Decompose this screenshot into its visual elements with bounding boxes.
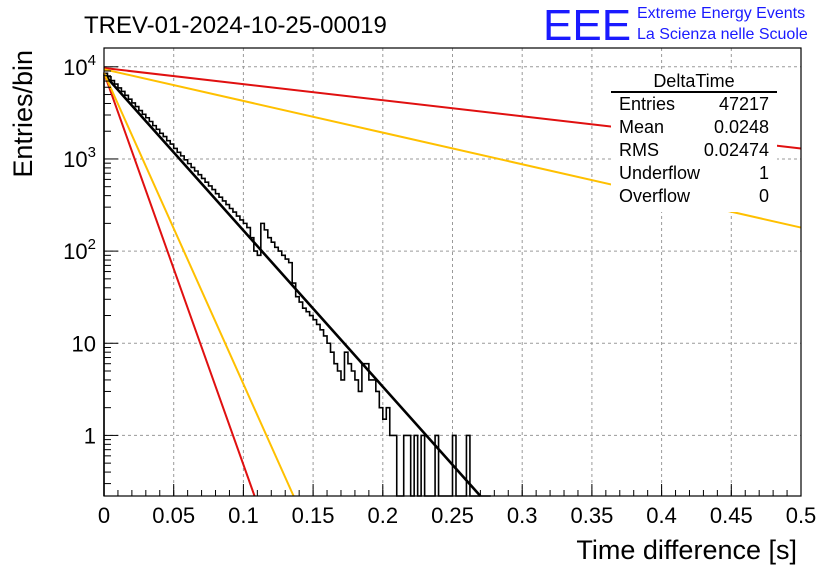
y-tick-label: 103 — [63, 144, 96, 172]
stats-row-label: Mean — [619, 117, 664, 137]
logo-line-1: Extreme Energy Events — [637, 5, 805, 22]
x-tick-label: 0.35 — [570, 503, 613, 528]
y-axis-title: Entries/bin — [8, 50, 38, 178]
y-tick-label: 10 — [72, 331, 96, 356]
stats-box-title: DeltaTime — [653, 71, 734, 91]
y-axis-ticks: 1 10 102 103 104 — [63, 52, 118, 485]
x-tick-label: 0.2 — [368, 503, 399, 528]
stats-row-value: 0 — [759, 186, 769, 206]
stats-box-background — [611, 70, 777, 212]
x-tick-label: 0.15 — [292, 503, 335, 528]
x-tick-label: 0.25 — [431, 503, 474, 528]
stats-box: DeltaTime Entries 47217 Mean 0.0248 RMS 0.024… — [611, 70, 777, 212]
fit-line-1 — [103, 72, 256, 497]
stats-row-value: 0.02474 — [704, 140, 769, 160]
logo-line-2: La Scienza nelle Scuole — [637, 26, 808, 43]
eee-logo: EEE Extreme Energy Events La Scienza nel… — [543, 1, 808, 50]
fit-line-0 — [103, 73, 482, 497]
x-tick-label: 0.4 — [646, 503, 677, 528]
histogram-outline — [103, 72, 491, 497]
stats-row-value: 1 — [759, 163, 769, 183]
x-tick-label: 0.05 — [152, 503, 195, 528]
x-tick-label: 0.3 — [507, 503, 538, 528]
x-tick-label: 0 — [98, 503, 110, 528]
histogram — [103, 72, 491, 497]
stats-row-value: 47217 — [719, 94, 769, 114]
x-axis-ticks: 0 0.05 0.1 0.15 0.2 0.25 0.3 0.35 0.4 0.45 0.5 — [98, 484, 816, 528]
y-tick-label: 102 — [63, 236, 96, 264]
x-tick-label: 0.45 — [710, 503, 753, 528]
stats-row-label: Overflow — [619, 186, 691, 206]
y-tick-label: 1 — [84, 423, 96, 448]
y-tick-label: 104 — [63, 52, 96, 80]
logo-mark: EEE — [543, 1, 631, 50]
stats-row-label: Underflow — [619, 163, 701, 183]
stats-row-label: Entries — [619, 94, 675, 114]
x-tick-label: 0.5 — [786, 503, 817, 528]
chart-title: TREV-01-2024-10-25-00019 — [84, 12, 387, 39]
x-tick-label: 0.1 — [228, 503, 259, 528]
x-axis-title: Time difference [s] — [576, 535, 797, 565]
fit-line-2 — [103, 72, 295, 497]
stats-row-label: RMS — [619, 140, 659, 160]
stats-row-value: 0.0248 — [714, 117, 769, 137]
